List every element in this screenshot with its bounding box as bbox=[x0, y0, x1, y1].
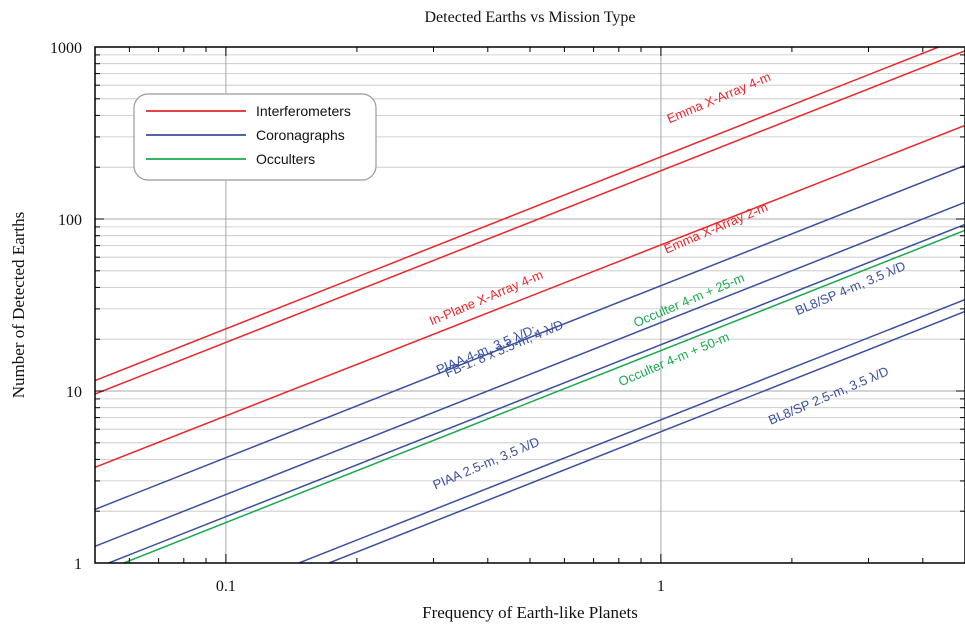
series-line-coronagraphs bbox=[95, 201, 965, 547]
series-layer bbox=[95, 47, 965, 563]
series-line-interferometers bbox=[95, 47, 941, 382]
series-line-interferometers bbox=[95, 50, 965, 395]
line-annotation: PIAA 4-m, 3.5 λ/D; bbox=[434, 322, 538, 378]
y-axis-label: Number of Detected Earths bbox=[9, 212, 28, 398]
x-axis-label: Frequency of Earth-like Planets bbox=[422, 603, 638, 622]
line-annotation: Occulter 4-m + 25-m bbox=[631, 270, 746, 330]
series-line-coronagraphs bbox=[326, 310, 965, 563]
chart-title: Detected Earths vs Mission Type bbox=[425, 9, 636, 26]
x-tick-label: 0.1 bbox=[216, 578, 236, 595]
series-line-interferometers bbox=[95, 124, 965, 468]
legend-label: Occulters bbox=[256, 151, 315, 167]
y-tick-label: 1 bbox=[74, 556, 82, 573]
x-tick-label: 1 bbox=[657, 578, 665, 595]
series-line-coronagraphs bbox=[95, 164, 965, 511]
line-annotation: Emma X-Array 4-m bbox=[665, 69, 773, 126]
tick-layer: 0.1 1 1 10 100 1000 bbox=[50, 40, 965, 595]
line-annotation: BL8/SP 2.5-m, 3.5 λ/D bbox=[766, 363, 891, 427]
y-tick-label: 1000 bbox=[50, 40, 82, 57]
grid-layer bbox=[95, 47, 965, 563]
series-line-coronagraphs bbox=[106, 223, 965, 563]
legend-label: Coronagraphs bbox=[256, 127, 345, 143]
legend: Interferometers Coronagraphs Occulters bbox=[133, 93, 377, 181]
legend-label: Interferometers bbox=[256, 103, 351, 119]
line-annotation: Emma X-Array 2-m bbox=[662, 199, 770, 256]
series-line-coronagraphs bbox=[296, 298, 965, 563]
series-line-occulters bbox=[121, 229, 965, 563]
y-tick-label: 100 bbox=[58, 212, 82, 229]
line-annotation: Occulter 4-m + 50-m bbox=[616, 329, 731, 389]
y-tick-label: 10 bbox=[66, 384, 82, 401]
